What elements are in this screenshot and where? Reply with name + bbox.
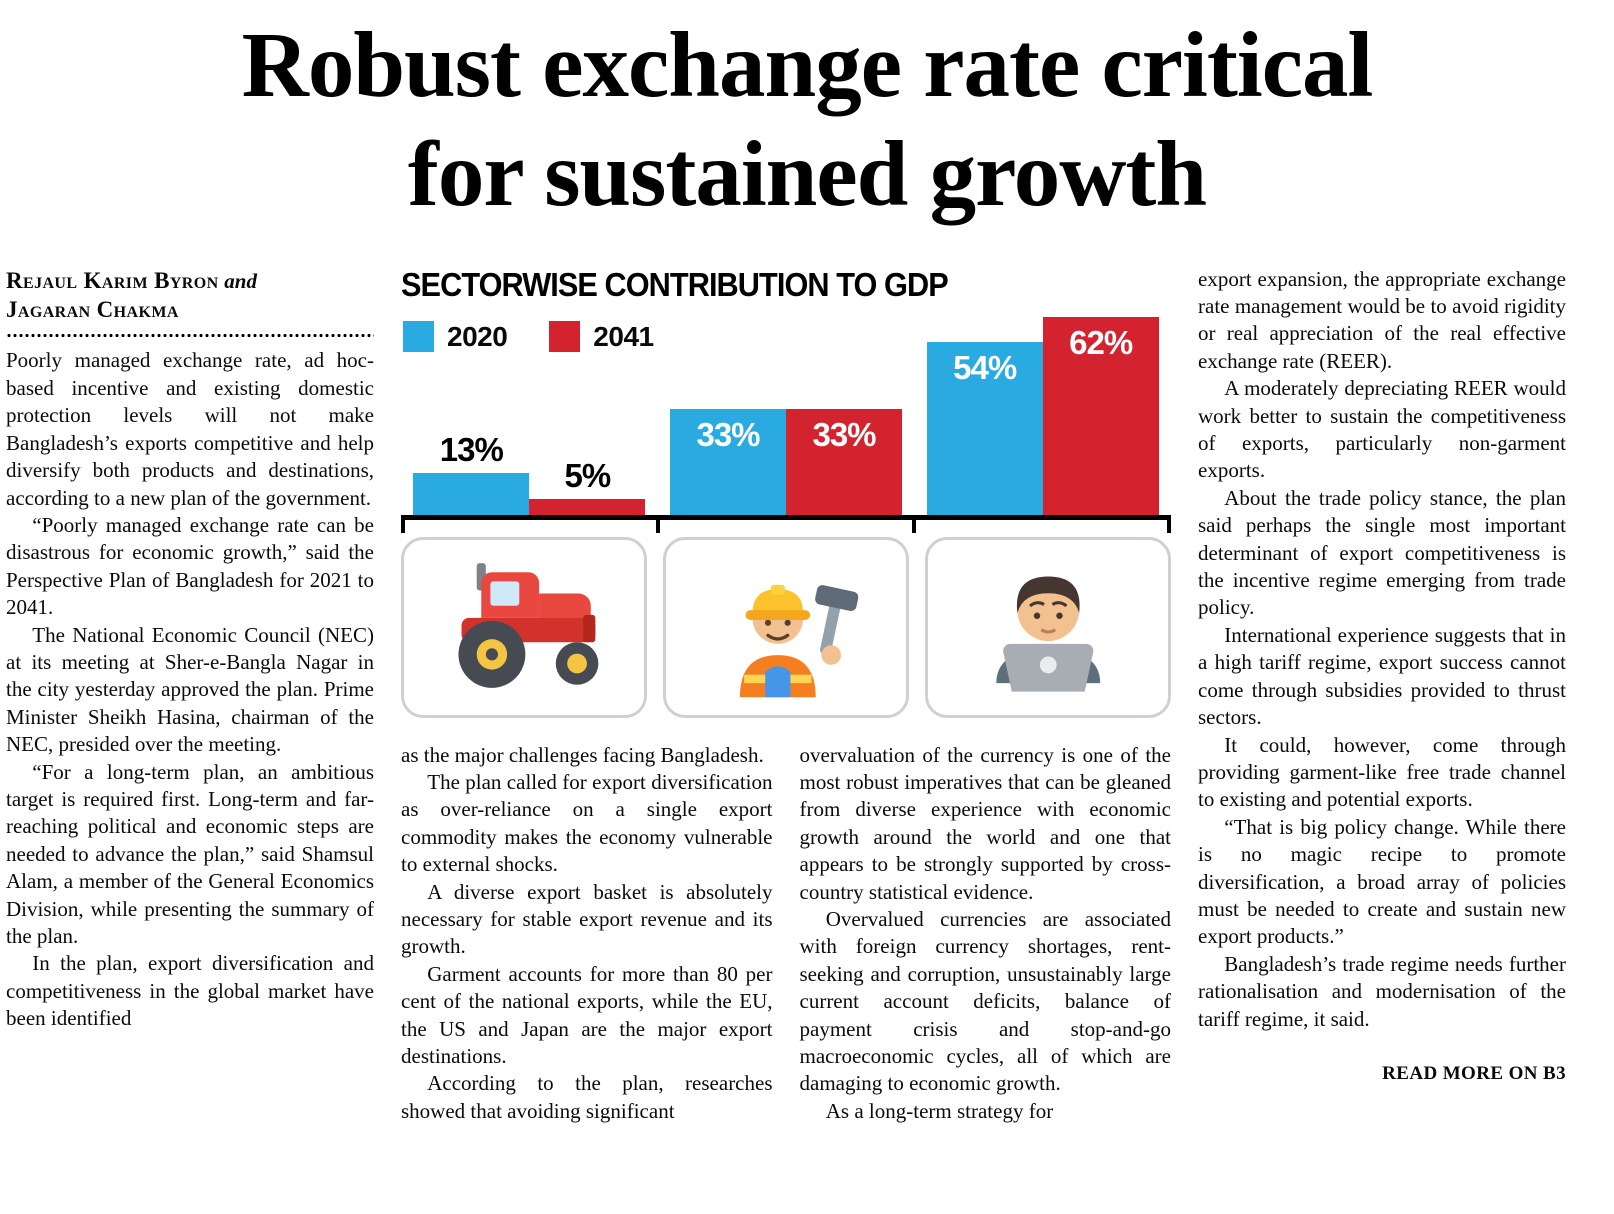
article-paragraph: It could, however, come through providin… (1198, 732, 1566, 812)
legend-label: 2020 (447, 320, 508, 352)
chart-title: SECTORWISE CONTRIBUTION TO GDP (401, 265, 949, 303)
column-mid-1: as the major challenges facing Banglades… (401, 742, 773, 1126)
column-right-text: export expansion, the appropriate exchan… (1198, 266, 1566, 1033)
chart-axis (401, 514, 1171, 533)
bar-agriculture-2020: 13% (413, 431, 530, 515)
article-paragraph: A diverse export basket is absolutely ne… (401, 879, 773, 959)
bar-value-label: 54% (953, 348, 1017, 386)
chart-plot: 2020 2041 13% 5% 33% 33% 54% 62% (401, 307, 1171, 515)
article-paragraph: International experience suggests that i… (1198, 622, 1566, 730)
article-headline: Robust exchange rate critical for sustai… (30, 12, 1584, 230)
article-paragraph: Poorly managed exchange rate, ad hoc-bas… (6, 348, 374, 510)
article-paragraph: As a long-term strategy for (825, 1098, 1054, 1123)
byline-line-1: Rejaul Karim Byron and (6, 266, 374, 295)
chart-legend: 2020 2041 (403, 321, 654, 353)
byline-author-2: Jagaran Chakma (6, 297, 179, 323)
tractor-icon (458, 563, 599, 688)
legend-swatch (549, 321, 581, 353)
bar-value-label: 62% (1069, 323, 1133, 361)
article-paragraph: “That is big policy change. While there … (1198, 814, 1566, 949)
axis-tick (655, 519, 660, 533)
bar-agriculture-2041: 5% (529, 457, 646, 515)
category-services (925, 536, 1171, 718)
article-paragraph: About the trade policy stance, the plan … (1198, 485, 1566, 620)
article-paragraph: overvaluation of the currency is one of … (799, 742, 1172, 904)
article-paragraph: The National Economic Council (NEC) at i… (6, 622, 374, 757)
legend-item-2020: 2020 (403, 320, 508, 353)
bar-industry-2020: 33% (670, 408, 786, 515)
article-paragraph: A moderately depreciating REER would wor… (1198, 376, 1566, 483)
article-paragraph: as the major challenges facing Banglades… (401, 742, 764, 767)
article-paragraph: Garment accounts for more than 80 per ce… (401, 961, 773, 1069)
article-paragraph: The plan called for export diversificati… (401, 770, 773, 877)
read-more-link[interactable]: READ MORE ON B3 (1382, 1062, 1566, 1084)
bar-services-2020: 54% (926, 341, 1043, 515)
chart-categories (401, 536, 1171, 718)
column-right: export expansion, the appropriate exchan… (1198, 266, 1566, 1126)
article-paragraph: In the plan, export diversification and … (6, 951, 374, 1031)
bar-value-label: 33% (812, 415, 876, 453)
article-paragraph: “For a long-term plan, an ambitious targ… (6, 759, 374, 948)
axis-tick (1167, 519, 1171, 533)
category-industry (663, 536, 909, 718)
legend-label: 2041 (593, 320, 654, 352)
bar-group-services: 54% 62% (914, 316, 1171, 515)
axis-tick (912, 519, 917, 533)
byline-connector: and (224, 268, 257, 293)
category-agriculture (401, 536, 647, 718)
chart-bars: 13% 5% 33% 33% 54% 62% (401, 307, 1171, 515)
article-paragraph: Bangladesh’s trade regime needs further … (1198, 951, 1566, 1031)
bar-industry-2041: 33% (786, 408, 902, 515)
middle-text-columns: as the major challenges facing Banglades… (401, 742, 1171, 1126)
byline-divider (6, 333, 374, 339)
column-mid-2: overvaluation of the currency is one of … (800, 742, 1172, 1126)
byline-line-2: Jagaran Chakma (6, 295, 374, 324)
legend-swatch (403, 321, 434, 353)
headline-line-2: for sustained growth (407, 122, 1207, 226)
column-left-text: Poorly managed exchange rate, ad hoc-bas… (6, 347, 374, 1032)
bar-group-agriculture: 13% 5% (401, 431, 658, 515)
article-body: Rejaul Karim Byron and Jagaran Chakma Po… (0, 266, 1614, 1126)
article-paragraph: “Poorly managed exchange rate can be dis… (6, 512, 374, 620)
technologist-icon (996, 576, 1100, 692)
bar-group-industry: 33% 33% (658, 408, 915, 515)
bar-value-label: 13% (439, 430, 504, 468)
column-left: Rejaul Karim Byron and Jagaran Chakma Po… (6, 266, 374, 1126)
article-paragraph: export expansion, the appropriate exchan… (1198, 266, 1566, 373)
bar-value-label: 5% (564, 456, 611, 494)
column-middle: SECTORWISE CONTRIBUTION TO GDP 2020 2041 … (401, 266, 1171, 1126)
byline-author-1: Rejaul Karim Byron (6, 267, 219, 293)
axis-tick (401, 519, 405, 533)
article-paragraph: Overvalued currencies are associated wit… (799, 907, 1172, 1096)
headline-line-1: Robust exchange rate critical (241, 14, 1374, 117)
construction-worker-icon (739, 584, 859, 698)
legend-item-2041: 2041 (549, 320, 654, 353)
gdp-chart: SECTORWISE CONTRIBUTION TO GDP 2020 2041 … (401, 266, 1171, 718)
byline: Rejaul Karim Byron and Jagaran Chakma (6, 266, 374, 325)
bar-value-label: 33% (696, 415, 760, 453)
article-paragraph: According to the plan, researches showed… (401, 1071, 773, 1123)
bar-services-2041: 62% (1042, 316, 1159, 515)
